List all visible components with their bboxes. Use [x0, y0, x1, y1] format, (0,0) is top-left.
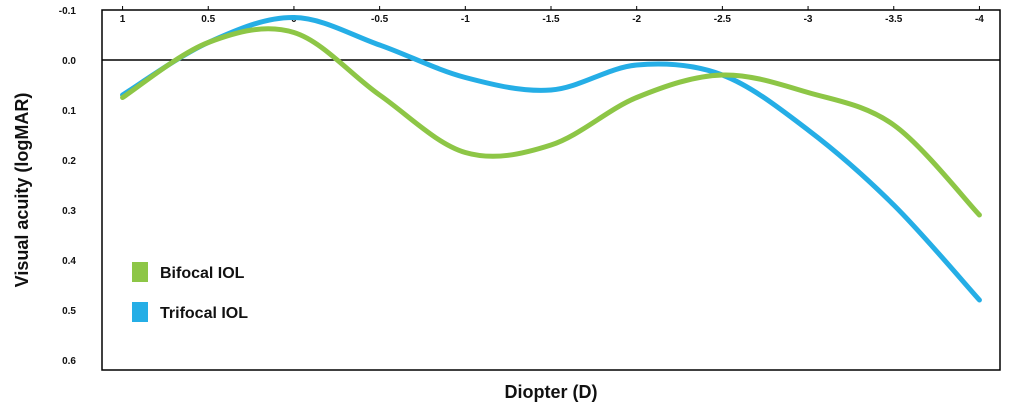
y-tick-label: 0.4	[62, 256, 76, 267]
x-tick-label: -2	[632, 14, 641, 25]
x-tick-label: -0.5	[371, 14, 389, 25]
y-tick-label: 0.0	[62, 56, 76, 67]
y-tick-label: 0.6	[62, 356, 76, 367]
x-tick-label: 0.5	[201, 14, 215, 25]
legend-swatch-bifocal-iol	[132, 262, 148, 282]
series-line-bifocal-iol	[120, 26, 982, 218]
x-tick-label: -3.5	[885, 14, 903, 25]
y-tick-label: 0.3	[62, 206, 76, 217]
legend-label-bifocal-iol: Bifocal IOL	[160, 265, 245, 282]
y-tick-label: -0.1	[59, 6, 77, 17]
x-tick-label: -2.5	[714, 14, 732, 25]
legend-label-trifocal-iol: Trifocal IOL	[160, 305, 248, 322]
x-axis-title: Diopter (D)	[505, 382, 598, 402]
series-line-trifocal-iol	[120, 14, 982, 303]
x-tick-label: -1.5	[542, 14, 560, 25]
y-tick-label: 0.2	[62, 156, 76, 167]
y-axis-title: Visual acuity (logMAR)	[12, 93, 32, 288]
y-tick-label: 0.1	[62, 106, 76, 117]
legend-swatch-trifocal-iol	[132, 302, 148, 322]
x-tick-label: -4	[975, 14, 984, 25]
x-tick-label: 1	[120, 14, 126, 25]
y-tick-label: 0.5	[62, 306, 76, 317]
x-tick-label: -3	[804, 14, 813, 25]
x-tick-label: -1	[461, 14, 470, 25]
